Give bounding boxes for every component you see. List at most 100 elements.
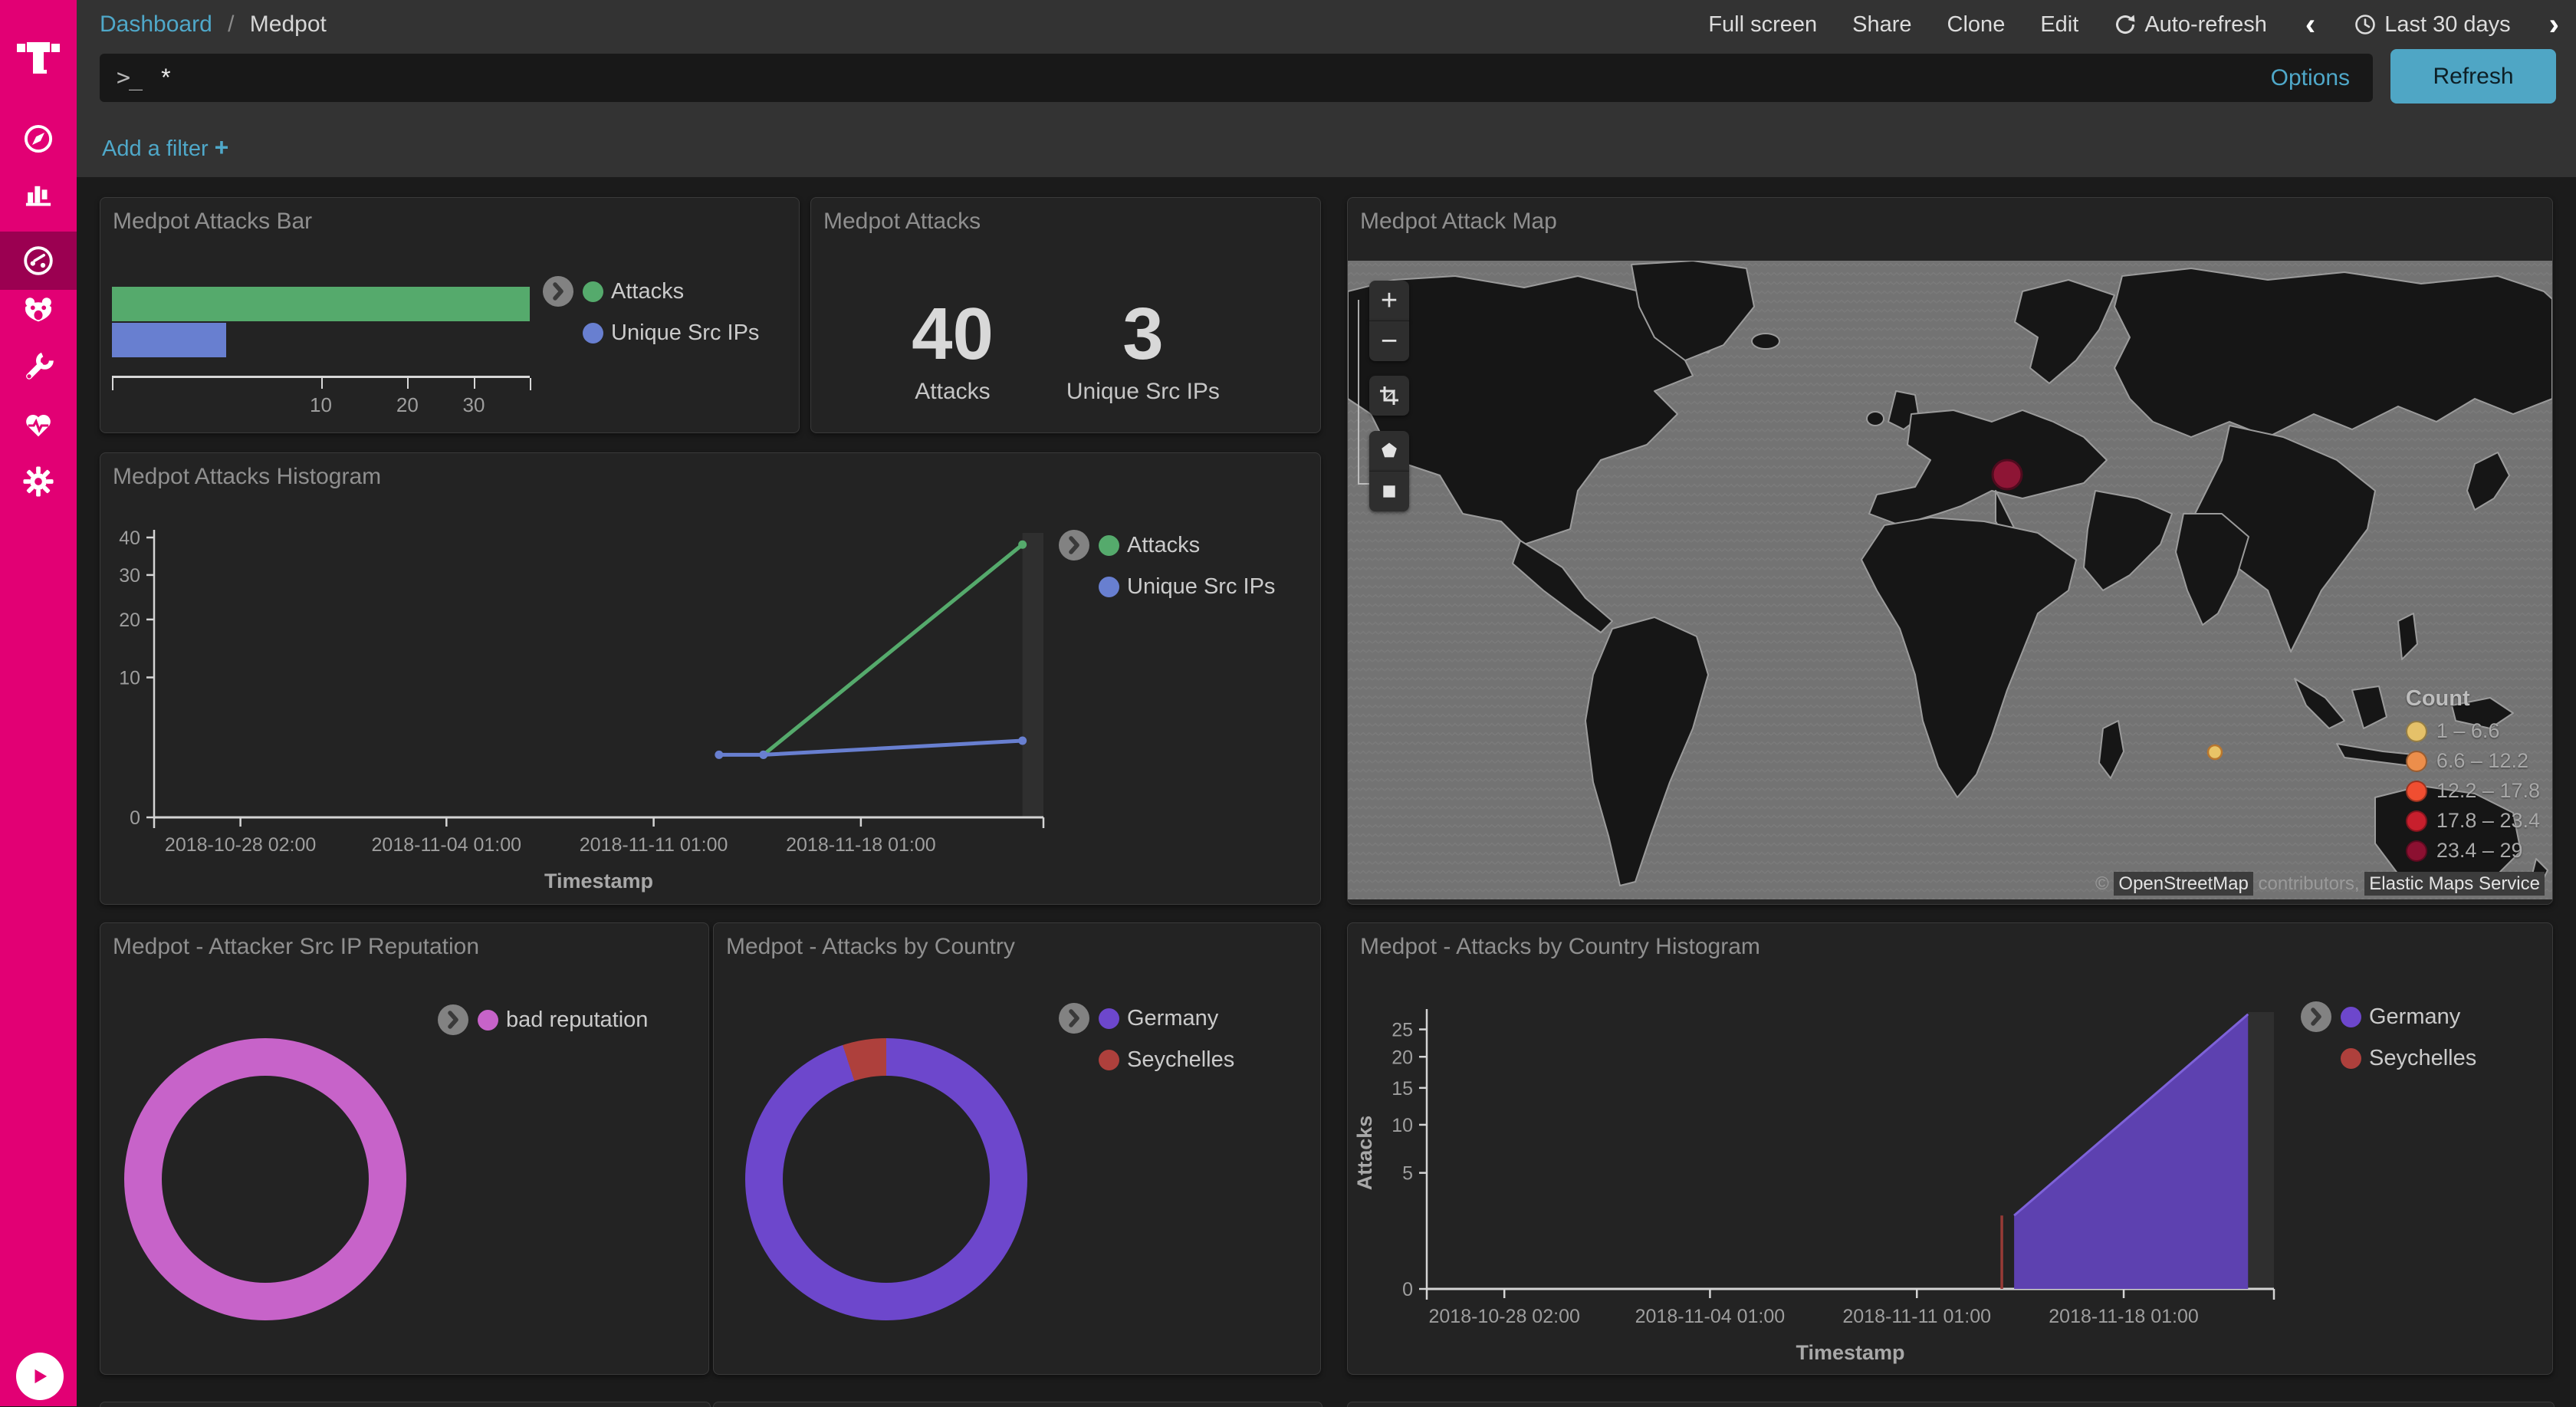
compass-icon — [24, 124, 53, 153]
seychelles-dot — [1099, 1049, 1119, 1070]
auto-refresh-button[interactable]: Auto-refresh — [2114, 12, 2267, 38]
refresh-cycle-icon — [2116, 15, 2135, 35]
map-legend-title: Count — [2405, 686, 2470, 711]
legend-expand-icon[interactable] — [1059, 530, 1089, 560]
panel-title: Medpot - Attacks by Country Histogram — [1360, 934, 1760, 959]
legend-item-bad-reputation[interactable]: bad reputation — [478, 1008, 648, 1033]
sidebar-item-timelion[interactable] — [0, 281, 77, 340]
world-map-svg — [1348, 261, 2552, 899]
options-link[interactable]: Options — [2270, 64, 2350, 90]
legend-expand-icon[interactable] — [2301, 1001, 2331, 1032]
add-filter-link[interactable]: Add a filter + — [102, 133, 228, 162]
topnav-actions: Full screen Share Clone Edit Auto-refres… — [1708, 9, 2562, 40]
panel-medpot-attacks-metric: Medpot Attacks 40 Attacks 3 Unique Src I… — [810, 197, 1321, 433]
search-input[interactable]: >_ * Options — [100, 54, 2373, 102]
world-map[interactable]: + − Co — [1348, 261, 2552, 899]
reputation-donut-chart[interactable] — [124, 1038, 406, 1320]
country-donut-chart[interactable] — [745, 1038, 1027, 1320]
histogram-legend: Attacks Unique Src IPs — [1059, 530, 1275, 602]
bar-attacks[interactable] — [112, 287, 530, 321]
bear-icon — [25, 298, 52, 322]
time-back-button[interactable]: ‹ — [2305, 8, 2316, 41]
sidebar-item-visualize[interactable] — [0, 164, 77, 222]
sidebar-item-dev-tools[interactable] — [0, 339, 77, 397]
heartbeat-icon — [26, 414, 51, 437]
clone-button[interactable]: Clone — [1947, 12, 2006, 37]
metric-value: 40 — [912, 293, 994, 375]
legend-row: 1 – 6.6 — [2405, 719, 2540, 743]
map-zoom-controls: + − — [1369, 281, 1409, 361]
svg-text:0: 0 — [130, 807, 140, 829]
sidebar-item-monitoring[interactable] — [0, 396, 77, 455]
header: Dashboard / Medpot Full screen Share Clo… — [77, 0, 2576, 177]
edit-button[interactable]: Edit — [2040, 12, 2079, 37]
plus-icon: + — [214, 133, 229, 161]
attack-dot-seychelles[interactable] — [2206, 744, 2223, 761]
legend-expand-icon[interactable] — [1059, 1003, 1089, 1034]
map-draw-rectangle-button[interactable] — [1369, 471, 1409, 511]
breadcrumb-separator: / — [228, 12, 235, 37]
bar-chart-plot — [112, 198, 530, 432]
bar-chart-legend: Attacks Unique Src IPs — [543, 276, 759, 348]
svg-text:2018-11-18 01:00: 2018-11-18 01:00 — [786, 834, 936, 856]
gear-icon — [23, 466, 54, 497]
legend-item-seychelles[interactable]: Seychelles — [2341, 1046, 2476, 1071]
attack-dot-germany[interactable] — [1991, 459, 2023, 491]
legend-expand-icon[interactable] — [543, 276, 573, 307]
legend-item-unique-src-ips[interactable]: Unique Src IPs — [1099, 574, 1275, 600]
bad-reputation-dot — [478, 1009, 498, 1031]
panel-medpot-attacks-bar: Medpot Attacks Bar 10 20 30 Attacks Unique… — [100, 197, 800, 433]
crop-icon — [1380, 386, 1398, 405]
map-draw-controls — [1369, 431, 1409, 511]
legend-item-germany[interactable]: Germany — [1099, 1006, 1218, 1031]
legend-item-unique-src-ips[interactable]: Unique Src IPs — [583, 321, 759, 346]
svg-text:2018-10-28 02:00: 2018-10-28 02:00 — [1428, 1306, 1579, 1327]
rectangle-icon — [1383, 485, 1395, 498]
sidebar-item-discover[interactable] — [0, 110, 77, 168]
legend-expand-icon[interactable] — [438, 1004, 468, 1035]
map-zoom-out-button[interactable]: − — [1369, 321, 1409, 361]
bar-unique-src-ips[interactable] — [112, 323, 226, 357]
map-fit-bounds-button[interactable] — [1369, 376, 1409, 416]
panel-title: Medpot - Attacks by Country — [726, 934, 1015, 959]
svg-text:40: 40 — [119, 528, 140, 549]
ems-link[interactable]: Elastic Maps Service — [2364, 872, 2545, 896]
svg-text:0: 0 — [1402, 1279, 1413, 1300]
panel-partial — [100, 1402, 711, 1407]
svg-text:25: 25 — [1392, 1020, 1413, 1041]
panel-title: Medpot Attack Map — [1360, 209, 1557, 234]
panel-title: Medpot - Attacker Src IP Reputation — [113, 934, 480, 959]
telekom-logo[interactable] — [15, 21, 61, 89]
query-prompt-icon: >_ — [117, 64, 143, 91]
search-query-text[interactable]: * — [161, 64, 171, 91]
svg-text:30: 30 — [119, 565, 140, 587]
svg-text:2018-11-04 01:00: 2018-11-04 01:00 — [372, 834, 522, 856]
legend-item-germany[interactable]: Germany — [2341, 1004, 2460, 1030]
full-screen-button[interactable]: Full screen — [1708, 12, 1818, 37]
sidebar-item-dashboard[interactable] — [0, 232, 77, 290]
panel-attacks-by-country: Medpot - Attacks by Country Germany Seyc… — [713, 922, 1321, 1375]
legend-item-seychelles[interactable]: Seychelles — [1099, 1047, 1234, 1073]
country-histogram-chart[interactable]: 0 5 10 15 20 25 2018-10-28 02:00 2018-11-04 01:… — [1348, 923, 2552, 1374]
time-range-picker[interactable]: Last 30 days — [2354, 12, 2511, 38]
sidebar-collapse-button[interactable] — [16, 1353, 64, 1400]
metric-label: Attacks — [915, 379, 991, 404]
legend-item-attacks[interactable]: Attacks — [1099, 533, 1200, 558]
attacks-histogram-chart[interactable]: 0 10 20 30 40 2018-10-28 02:00 2018-11-04 01:0… — [100, 453, 1320, 904]
legend-row: 12.2 – 17.8 — [2405, 779, 2540, 803]
map-zoom-in-button[interactable]: + — [1369, 281, 1409, 321]
svg-text:Timestamp: Timestamp — [1796, 1341, 1904, 1364]
legend-item-attacks[interactable]: Attacks — [583, 279, 684, 304]
panel-medpot-attack-map: Medpot Attack Map — [1347, 197, 2553, 905]
metric-unique-src-ips: 3 Unique Src IPs — [1066, 298, 1220, 405]
panel-title: Medpot Attacks Bar — [113, 209, 313, 234]
share-button[interactable]: Share — [1852, 12, 1912, 37]
time-forward-button[interactable]: › — [2548, 8, 2559, 41]
refresh-button[interactable]: Refresh — [2390, 49, 2556, 104]
breadcrumb-dashboard-link[interactable]: Dashboard — [100, 12, 212, 37]
map-draw-polygon-button[interactable] — [1369, 431, 1409, 471]
auto-refresh-label: Auto-refresh — [2144, 12, 2267, 37]
sidebar-item-management[interactable] — [0, 452, 77, 511]
panel-partial — [1347, 1402, 2555, 1407]
osm-link[interactable]: OpenStreetMap — [2114, 872, 2253, 896]
